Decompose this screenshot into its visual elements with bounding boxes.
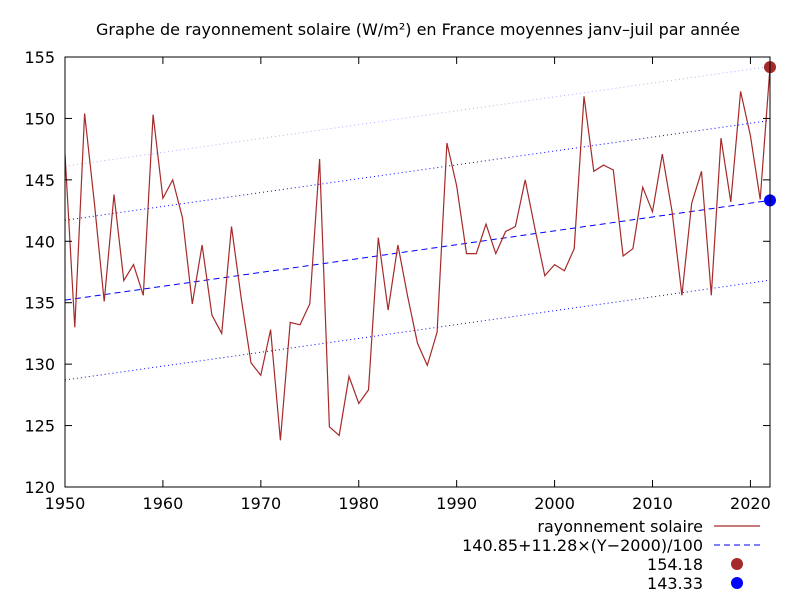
- trend-line: [65, 200, 770, 300]
- envelope-line-1: [65, 280, 770, 380]
- y-tick-label: 135: [24, 294, 55, 313]
- legend-label: rayonnement solaire: [537, 517, 703, 536]
- legend-label: 154.18: [647, 555, 703, 574]
- series-line-rayonnement: [65, 67, 770, 440]
- plot-area: [65, 66, 770, 440]
- y-tick-label: 145: [24, 171, 55, 190]
- x-tick-label: 2020: [730, 494, 771, 513]
- x-tick-label: 2010: [632, 494, 673, 513]
- legend: rayonnement solaire140.85+11.28×(Y−2000)…: [462, 517, 760, 593]
- y-tick-label: 125: [24, 417, 55, 436]
- y-tick-label: 150: [24, 109, 55, 128]
- plot-frame: [65, 57, 770, 487]
- x-tick-label: 1990: [436, 494, 477, 513]
- envelope-line-2: [65, 66, 770, 166]
- y-tick-label: 130: [24, 355, 55, 374]
- chart-title: Graphe de rayonnement solaire (W/m²) en …: [96, 20, 740, 39]
- legend-swatch-point: [731, 577, 743, 589]
- legend-label: 143.33: [647, 574, 703, 593]
- x-tick-label: 1950: [45, 494, 86, 513]
- y-tick-label: 155: [24, 48, 55, 67]
- x-tick-label: 2000: [534, 494, 575, 513]
- x-tick-label: 1970: [240, 494, 281, 513]
- x-tick-label: 1980: [338, 494, 379, 513]
- legend-swatch-point: [731, 558, 743, 570]
- legend-label: 140.85+11.28×(Y−2000)/100: [462, 536, 703, 555]
- envelope-line-0: [65, 120, 770, 220]
- y-tick-label: 140: [24, 232, 55, 251]
- x-tick-label: 1960: [143, 494, 184, 513]
